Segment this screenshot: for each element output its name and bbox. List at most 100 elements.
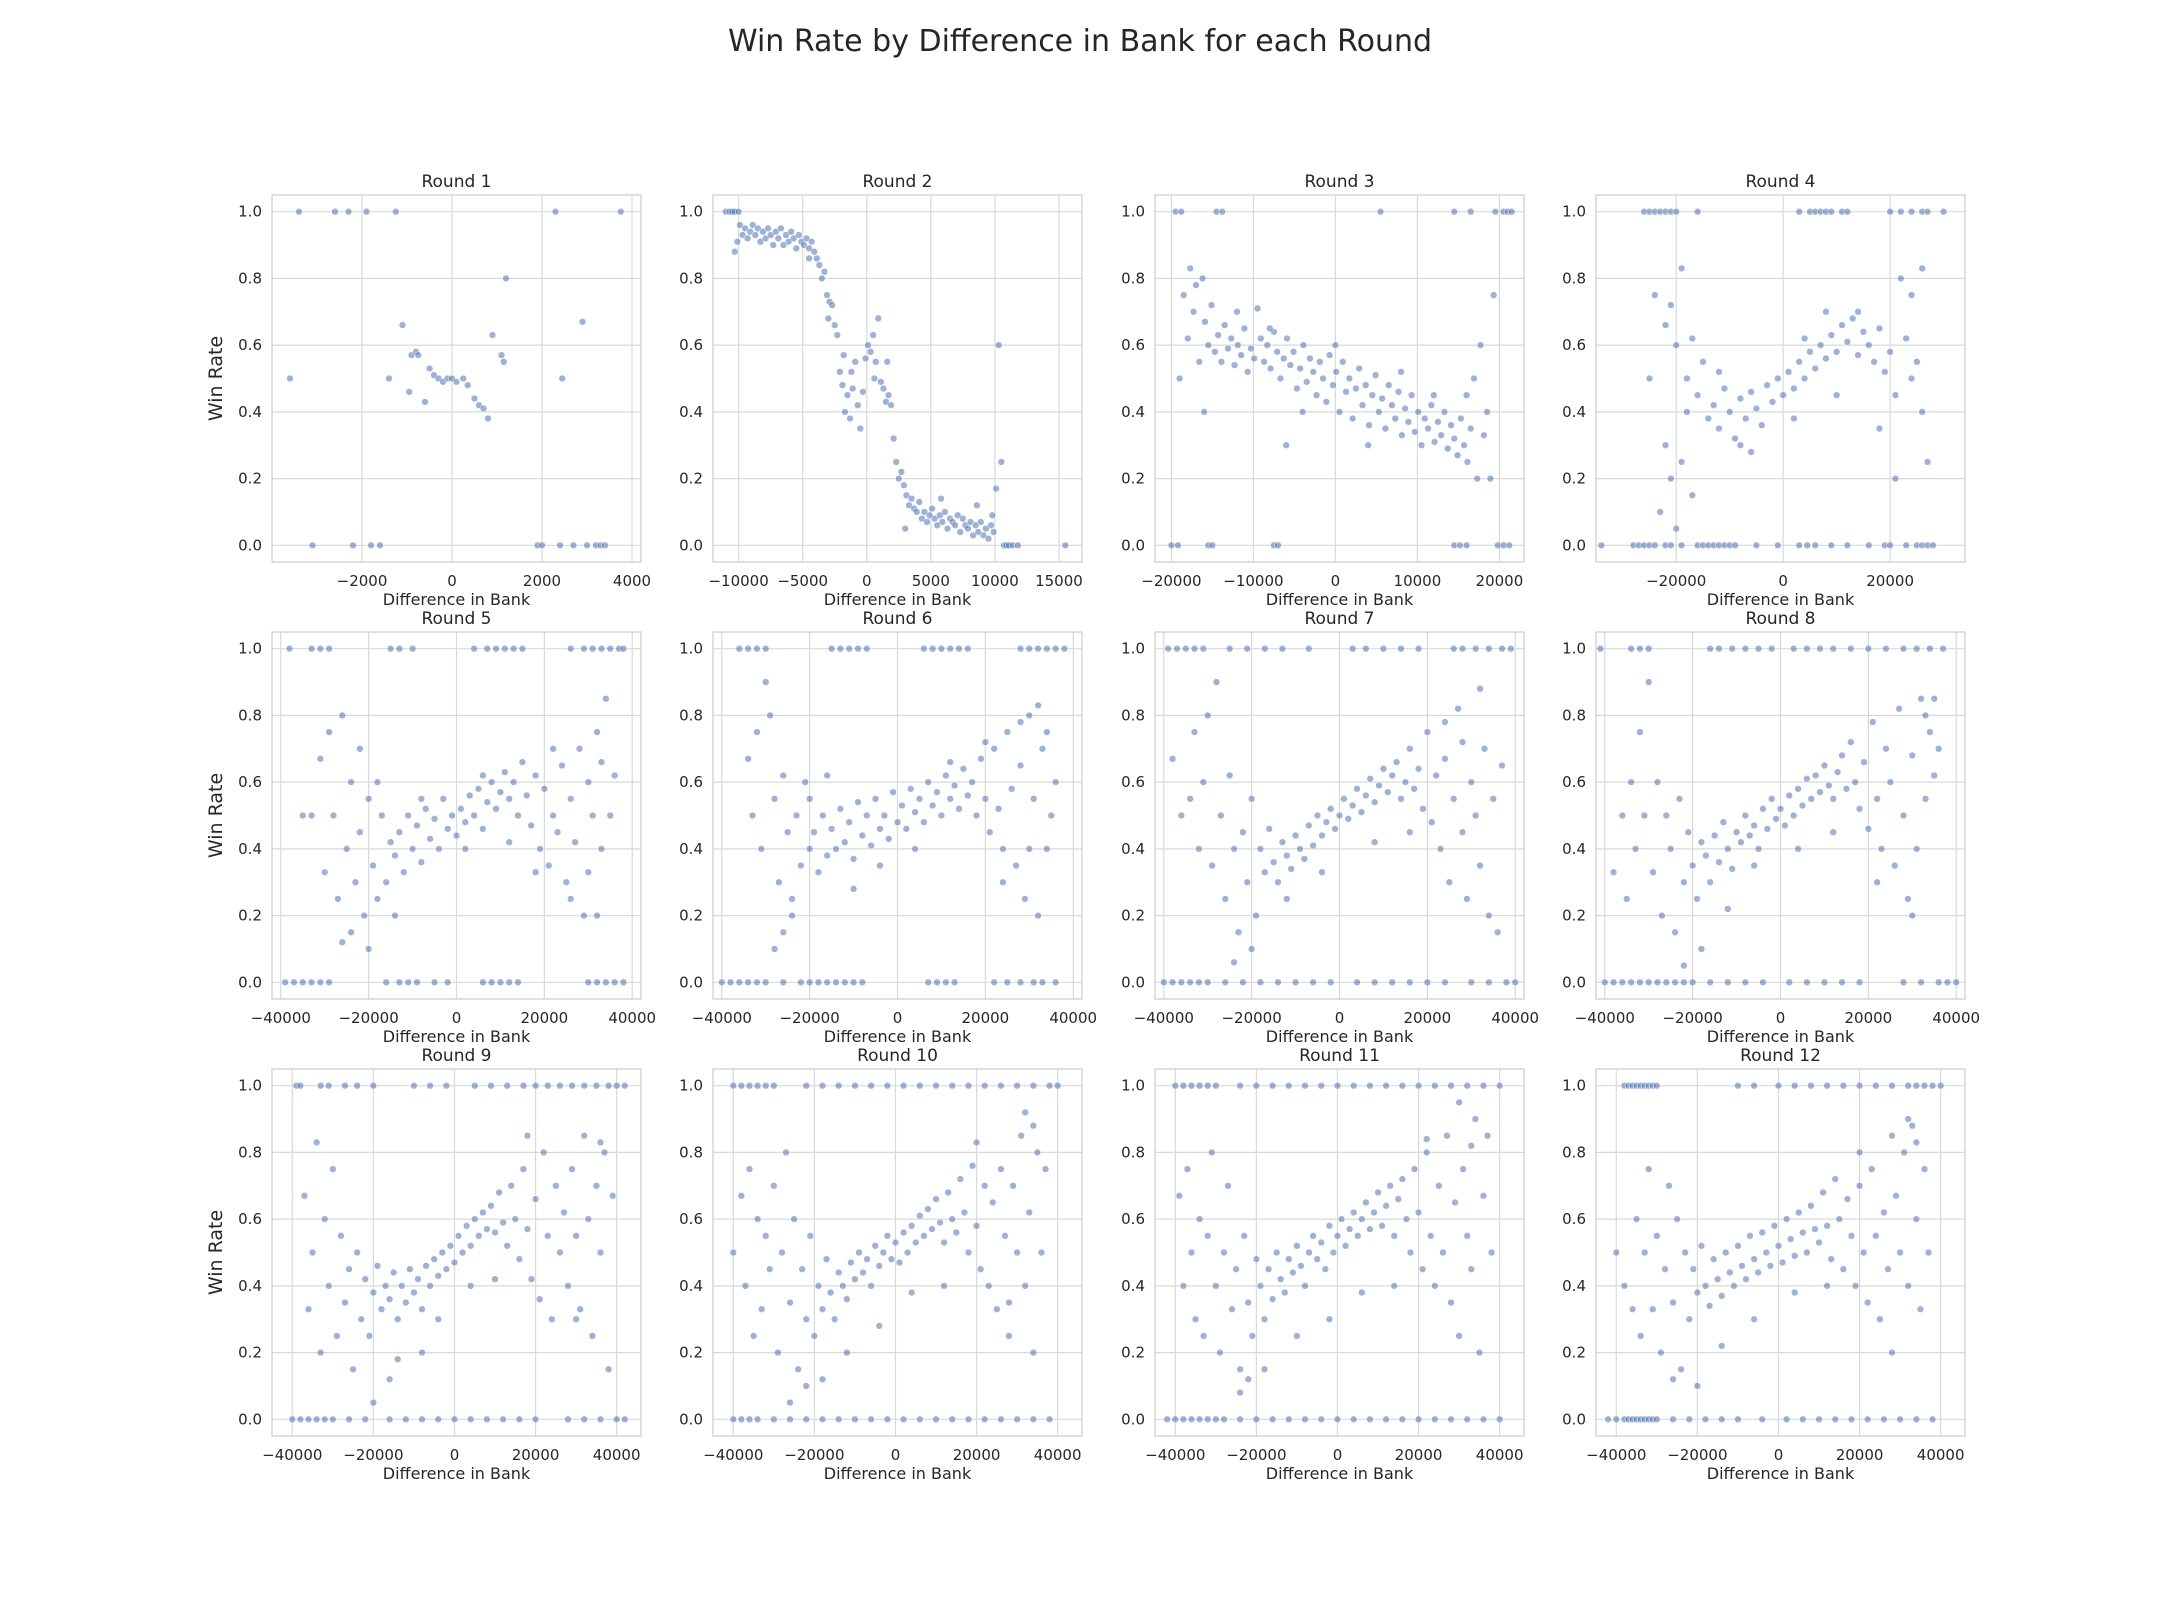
y-tick-label: 1.0 [1562,640,1586,658]
data-point [925,511,934,519]
data-point [1243,645,1251,653]
y-tick-label: 0.8 [238,269,262,287]
data-point [1301,1415,1309,1423]
data-point [568,1082,576,1090]
data-point [567,795,575,803]
data-point [918,514,926,523]
data-point [887,401,895,409]
data-point [762,1082,770,1090]
data-point [981,795,990,803]
data-point [879,384,888,393]
y-tick-label: 1.0 [238,640,262,658]
data-point [1444,444,1452,453]
data-point [596,1138,605,1147]
x-tick-label: 0 [1331,572,1341,590]
data-point [729,1415,737,1423]
data-point [1244,1298,1252,1307]
data-point [987,521,995,529]
data-point [898,801,906,810]
data-point [549,745,557,753]
data-point [1904,1115,1912,1123]
data-point [1441,718,1449,726]
data-point [1790,384,1798,393]
y-tick-label: 0.8 [679,706,703,724]
data-point [606,645,614,653]
data-point [1344,815,1352,823]
data-point [1631,845,1640,853]
x-tick-label: 0 [1774,1446,1784,1464]
data-point [1054,1082,1062,1090]
data-point [972,1222,981,1230]
y-tick-label: 0.4 [238,403,262,421]
data-point [540,1148,548,1157]
plot-frame [1154,631,1525,1000]
data-point [838,381,847,389]
data-point [1776,805,1785,813]
data-point [1912,1082,1920,1090]
data-point [523,1132,532,1140]
data-point [1896,1248,1904,1257]
y-tick-label: 0.6 [1121,336,1145,354]
data-point [583,541,591,549]
data-point [413,978,421,986]
data-point [1282,441,1290,449]
data-point [1770,1222,1779,1230]
x-tick-label: 40000 [1476,1446,1524,1464]
data-point [1041,1165,1050,1173]
data-point [1379,645,1388,653]
data-point [1490,291,1498,299]
data-point [285,645,294,653]
data-point [1322,818,1330,826]
data-point [792,244,800,253]
data-point [1665,1182,1673,1190]
data-point [1445,878,1453,886]
data-point [349,541,357,549]
y-tick-label: 1.0 [1562,203,1586,221]
data-point [753,1082,762,1090]
data-point [1918,408,1926,416]
y-axis-label: Win Rate [205,773,227,858]
data-point [993,1305,1001,1313]
data-point [726,978,735,986]
data-point [1684,828,1692,836]
data-point [1204,978,1212,986]
data-point [1923,458,1932,466]
data-point [1417,441,1426,449]
data-point [1677,541,1686,549]
data-point [1681,1248,1689,1257]
data-point [908,1222,916,1230]
x-tick-label: 0 [1333,1446,1343,1464]
data-point [1339,358,1347,366]
data-point [1335,811,1344,820]
data-point [841,838,849,846]
x-tick-label: 40000 [593,1446,641,1464]
data-point [1201,318,1209,326]
data-point [1657,1348,1665,1357]
data-point [395,828,404,836]
data-point [946,758,954,766]
data-point [1470,374,1478,383]
x-axis-label: Difference in Bank [1266,1027,1414,1046]
y-tick-label: 0.8 [1121,706,1145,724]
data-point [948,1415,956,1423]
y-tick-label: 0.6 [1562,1210,1586,1228]
data-point [499,1415,507,1423]
data-point [444,978,452,986]
data-point [818,1305,827,1313]
x-tick-label: 10000 [1394,572,1442,590]
data-point [1435,1182,1443,1190]
data-point [1463,1082,1471,1090]
data-point [1701,1282,1710,1290]
data-point [1778,1258,1787,1267]
data-point [578,318,587,326]
data-point [912,1238,920,1247]
data-point [859,388,867,396]
data-point [1220,1415,1228,1423]
data-point [572,1232,580,1240]
data-point [470,811,478,820]
data-point [531,1415,540,1423]
data-point [430,815,439,823]
data-point [459,374,467,383]
data-point [497,351,506,359]
data-point [347,928,355,936]
